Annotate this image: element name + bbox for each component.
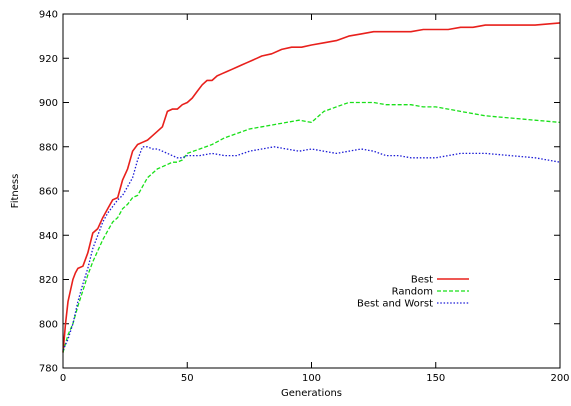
y-axis-title: Fitness (10, 174, 21, 209)
y-tick-label-780: 780 (39, 364, 58, 375)
y-tick-label-920: 920 (39, 54, 58, 65)
y-tick-label-800: 800 (39, 319, 58, 330)
y-tick-label-840: 840 (39, 231, 58, 242)
x-tick-label-0: 0 (60, 373, 66, 384)
y-tick-label-820: 820 (39, 275, 58, 286)
y-tick-label-900: 900 (39, 98, 58, 109)
plot-area-frame (62, 13, 561, 369)
x-tick-label-150: 150 (426, 373, 445, 384)
x-tick-label-200: 200 (550, 373, 569, 384)
y-tick-label-860: 860 (39, 187, 58, 198)
legend-label-random: Random (392, 287, 433, 298)
x-tick-label-100: 100 (302, 373, 321, 384)
series-line-best-and-worst (62, 146, 561, 351)
legend-label-best-and-worst: Best and Worst (357, 299, 433, 310)
y-tick-label-940: 940 (39, 10, 58, 21)
series-line-best (62, 22, 561, 353)
legend-label-best: Best (411, 275, 433, 286)
x-axis-title: Generations (281, 388, 342, 399)
series-layer (62, 22, 561, 353)
x-tick-label-50: 50 (181, 373, 194, 384)
y-tick-label-880: 880 (39, 142, 58, 153)
series-line-random (62, 101, 561, 353)
